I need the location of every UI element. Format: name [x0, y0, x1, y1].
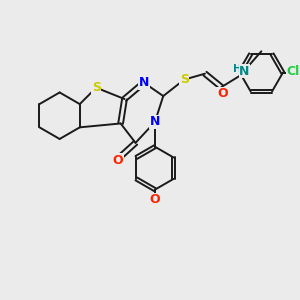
Text: N: N	[139, 76, 149, 89]
Text: N: N	[150, 116, 160, 128]
Text: O: O	[150, 193, 160, 206]
Text: N: N	[239, 65, 250, 78]
Text: Cl: Cl	[286, 65, 300, 78]
Text: S: S	[92, 81, 101, 94]
Text: O: O	[217, 87, 228, 100]
Text: O: O	[112, 154, 123, 166]
Text: S: S	[180, 73, 189, 86]
Text: H: H	[233, 64, 242, 74]
